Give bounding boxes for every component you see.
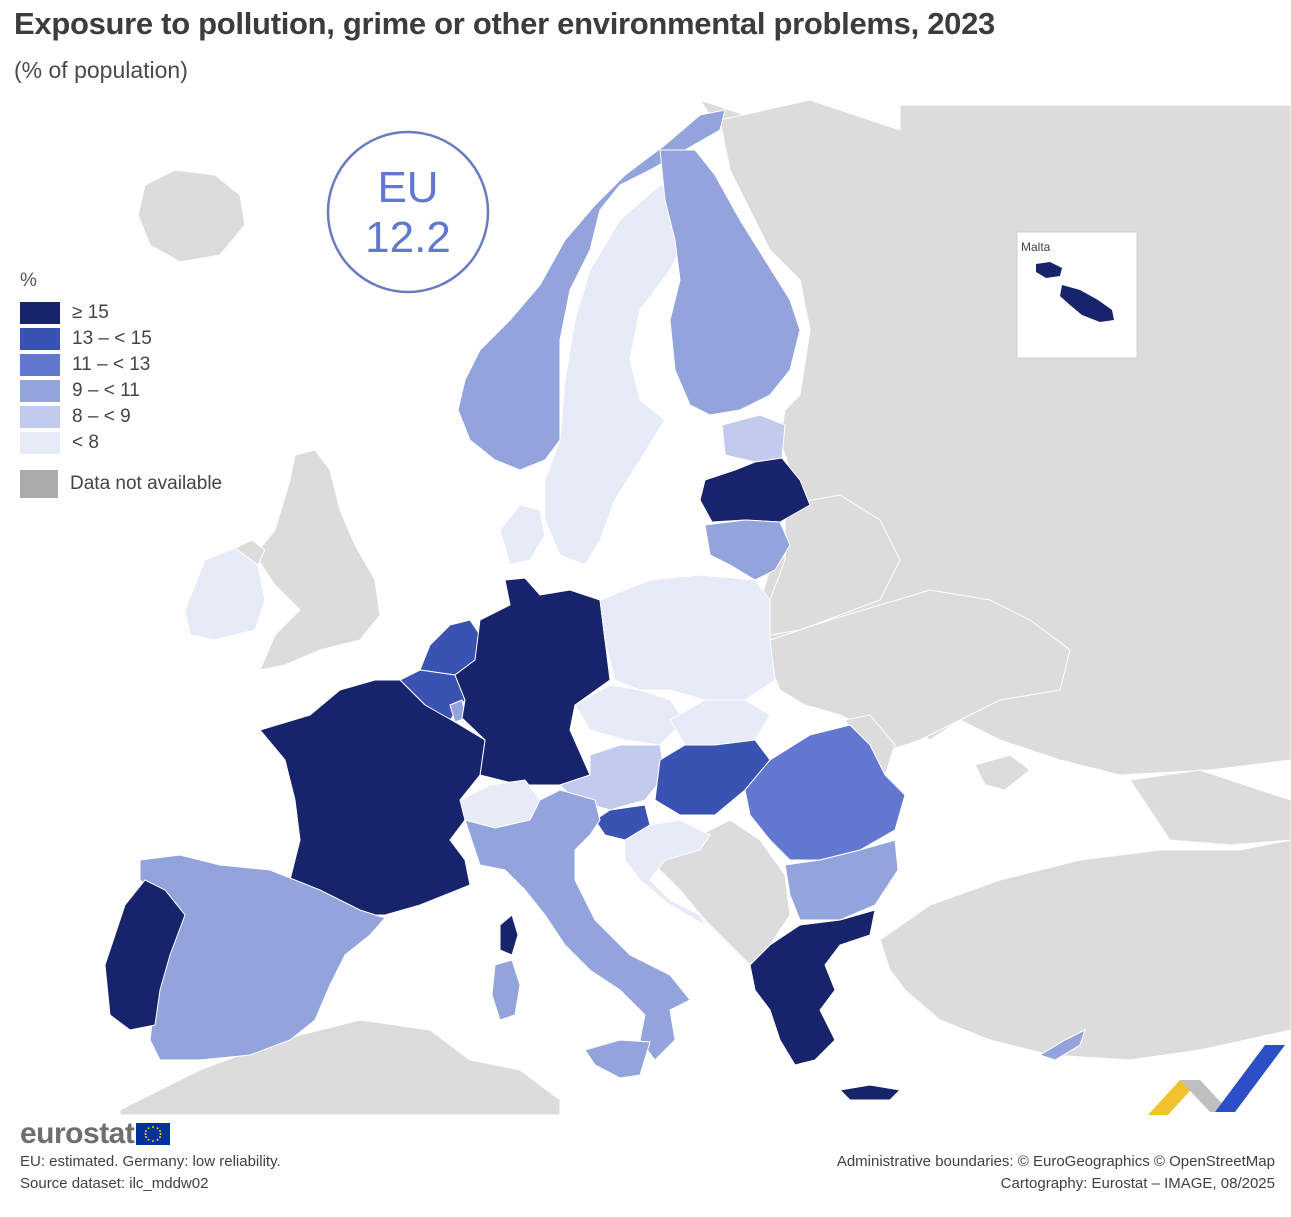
legend-swatch bbox=[20, 354, 60, 376]
legend-label: 8 – < 9 bbox=[72, 406, 131, 427]
map-title: Exposure to pollution, grime or other en… bbox=[14, 6, 995, 41]
eu-badge-value: 12.2 bbox=[365, 213, 451, 262]
crete bbox=[838, 1084, 902, 1101]
footer-boundaries: Administrative boundaries: © EuroGeograp… bbox=[836, 1153, 1275, 1170]
eu-badge: EU 12.2 bbox=[326, 130, 490, 294]
map-legend: % ≥ 15 13 – < 15 11 – < 13 9 – < 11 8 – … bbox=[20, 270, 222, 498]
malta-inset-label: Malta bbox=[1021, 240, 1051, 254]
footer-credits: Administrative boundaries: © EuroGeograp… bbox=[837, 1151, 1275, 1195]
romania bbox=[744, 724, 906, 861]
ukraine bbox=[769, 589, 1071, 751]
eurostat-logo: eurostat bbox=[20, 1117, 171, 1151]
footer-source: Source dataset: ilc_mddw02 bbox=[20, 1175, 209, 1192]
greece bbox=[749, 909, 876, 1066]
ireland bbox=[184, 547, 266, 641]
iceland bbox=[137, 169, 246, 263]
italy bbox=[464, 789, 691, 1061]
slovakia bbox=[669, 699, 771, 746]
denmark bbox=[499, 504, 546, 566]
legend-swatch bbox=[20, 328, 60, 350]
lithuania bbox=[704, 519, 791, 581]
malta-island bbox=[1060, 285, 1114, 322]
france bbox=[259, 679, 486, 916]
legend-label: < 8 bbox=[72, 432, 99, 453]
norway bbox=[457, 109, 726, 471]
cyprus bbox=[1038, 1029, 1086, 1061]
legend-swatch-no-data bbox=[20, 470, 58, 498]
legend-swatch bbox=[20, 380, 60, 402]
turkey bbox=[879, 839, 1291, 1061]
eurostat-wordmark: eurostat bbox=[20, 1117, 135, 1150]
legend-classes: ≥ 15 13 – < 15 11 – < 13 9 – < 11 8 – < … bbox=[20, 300, 222, 456]
finland bbox=[659, 149, 801, 416]
legend-label: ≥ 15 bbox=[72, 302, 109, 323]
legend-no-data: Data not available bbox=[20, 470, 222, 498]
footer-note: EU: estimated. Germany: low reliability. bbox=[20, 1153, 281, 1170]
portugal bbox=[104, 879, 186, 1031]
legend-label: 9 – < 11 bbox=[72, 380, 140, 401]
legend-swatch bbox=[20, 302, 60, 324]
legend-unit: % bbox=[20, 270, 37, 291]
footer-cartography: Cartography: Eurostat – IMAGE, 08/2025 bbox=[1000, 1175, 1275, 1192]
legend-item: < 8 bbox=[20, 430, 222, 456]
legend-swatch bbox=[20, 432, 60, 454]
croatia bbox=[624, 819, 711, 927]
legend-no-data-label: Data not available bbox=[70, 473, 223, 494]
crimea bbox=[974, 754, 1031, 791]
legend-item: 9 – < 11 bbox=[20, 378, 222, 404]
legend-item: 11 – < 13 bbox=[20, 352, 222, 378]
legend-item: ≥ 15 bbox=[20, 300, 222, 326]
united-kingdom bbox=[254, 449, 381, 671]
legend-item: 13 – < 15 bbox=[20, 326, 222, 352]
malta-inset: Malta bbox=[1016, 231, 1138, 359]
sweden bbox=[544, 179, 691, 566]
legend-label: 13 – < 15 bbox=[72, 328, 152, 349]
latvia bbox=[699, 457, 811, 523]
corner-brand-graphic bbox=[1147, 1045, 1285, 1115]
eu-badge-label: EU bbox=[377, 163, 438, 212]
poland bbox=[599, 574, 776, 701]
bulgaria bbox=[784, 839, 899, 921]
estonia bbox=[721, 414, 786, 463]
sicily bbox=[584, 1039, 651, 1079]
europe-map: EU 12.2 Malta bbox=[104, 99, 1291, 1115]
legend-swatch bbox=[20, 406, 60, 428]
belarus bbox=[769, 494, 901, 636]
sardinia bbox=[491, 959, 521, 1021]
eu-flag-icon bbox=[136, 1123, 171, 1145]
caucasus bbox=[1129, 769, 1291, 846]
corsica bbox=[499, 914, 519, 956]
footer-notes: EU: estimated. Germany: low reliability.… bbox=[20, 1151, 281, 1195]
czechia bbox=[574, 684, 686, 746]
legend-label: 11 – < 13 bbox=[72, 354, 151, 375]
gozo-island bbox=[1036, 262, 1062, 278]
legend-item: 8 – < 9 bbox=[20, 404, 222, 430]
map-subtitle: (% of population) bbox=[14, 57, 188, 83]
